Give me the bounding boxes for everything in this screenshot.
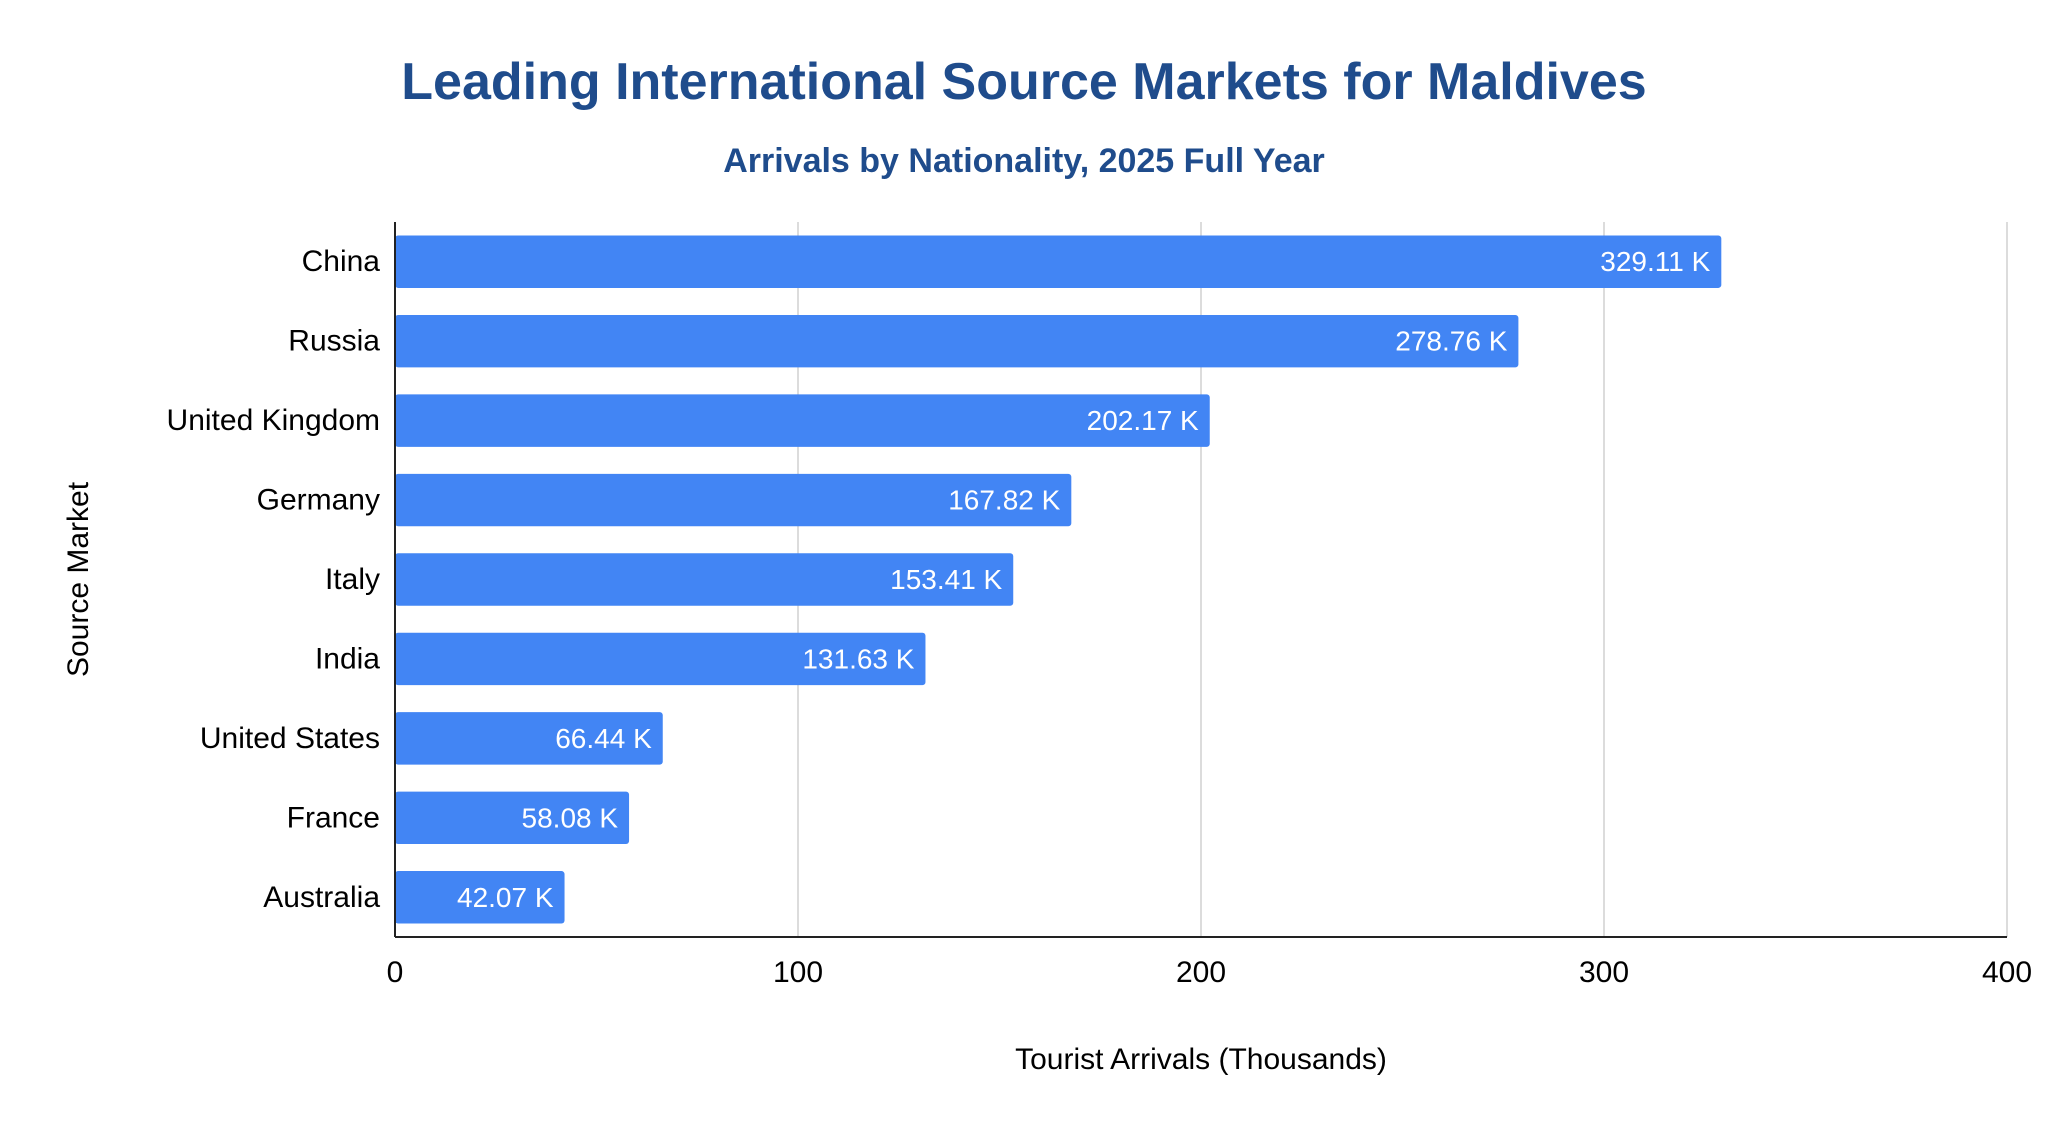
category-label-5: India xyxy=(315,642,380,675)
bar-5 xyxy=(395,632,926,686)
bar-1 xyxy=(395,314,1519,368)
data-label-0: 329.11 K xyxy=(1600,246,1710,277)
chart-title: Leading International Source Markets for… xyxy=(401,53,1647,111)
y-axis-title: Source Market xyxy=(62,481,95,677)
bar-6 xyxy=(395,712,663,765)
category-label-7: France xyxy=(287,801,380,834)
category-label-0: China xyxy=(302,245,381,278)
category-label-1: Russia xyxy=(288,325,380,358)
category-label-8: Australia xyxy=(263,881,380,914)
chart-subtitle: Arrivals by Nationality, 2025 Full Year xyxy=(723,142,1325,180)
data-label-6: 66.44 K xyxy=(555,723,652,754)
x-tick-label-0: 0 xyxy=(387,956,404,989)
data-label-4: 153.41 K xyxy=(890,564,1002,595)
bar-2 xyxy=(395,394,1210,447)
x-tick-label-1: 100 xyxy=(773,956,823,989)
data-label-5: 131.63 K xyxy=(802,643,914,674)
bar-3 xyxy=(395,473,1072,527)
category-label-4: Italy xyxy=(325,563,380,596)
x-axis-title: Tourist Arrivals (Thousands) xyxy=(1015,1043,1387,1076)
bar-7 xyxy=(395,791,630,845)
category-label-6: United States xyxy=(200,722,380,755)
bar-0 xyxy=(395,235,1722,288)
category-label-3: Germany xyxy=(257,484,380,517)
x-tick-label-2: 200 xyxy=(1176,956,1226,989)
data-label-1: 278.76 K xyxy=(1395,326,1507,357)
x-tick-label-4: 400 xyxy=(1982,956,2032,989)
category-label-2: United Kingdom xyxy=(167,404,380,437)
data-label-3: 167.82 K xyxy=(948,485,1060,516)
data-label-2: 202.17 K xyxy=(1087,405,1199,436)
bar-4 xyxy=(395,553,1014,606)
x-tick-label-3: 300 xyxy=(1579,956,1629,989)
data-label-8: 42.07 K xyxy=(457,882,554,913)
data-label-7: 58.08 K xyxy=(522,802,619,833)
bar-8 xyxy=(395,871,565,924)
